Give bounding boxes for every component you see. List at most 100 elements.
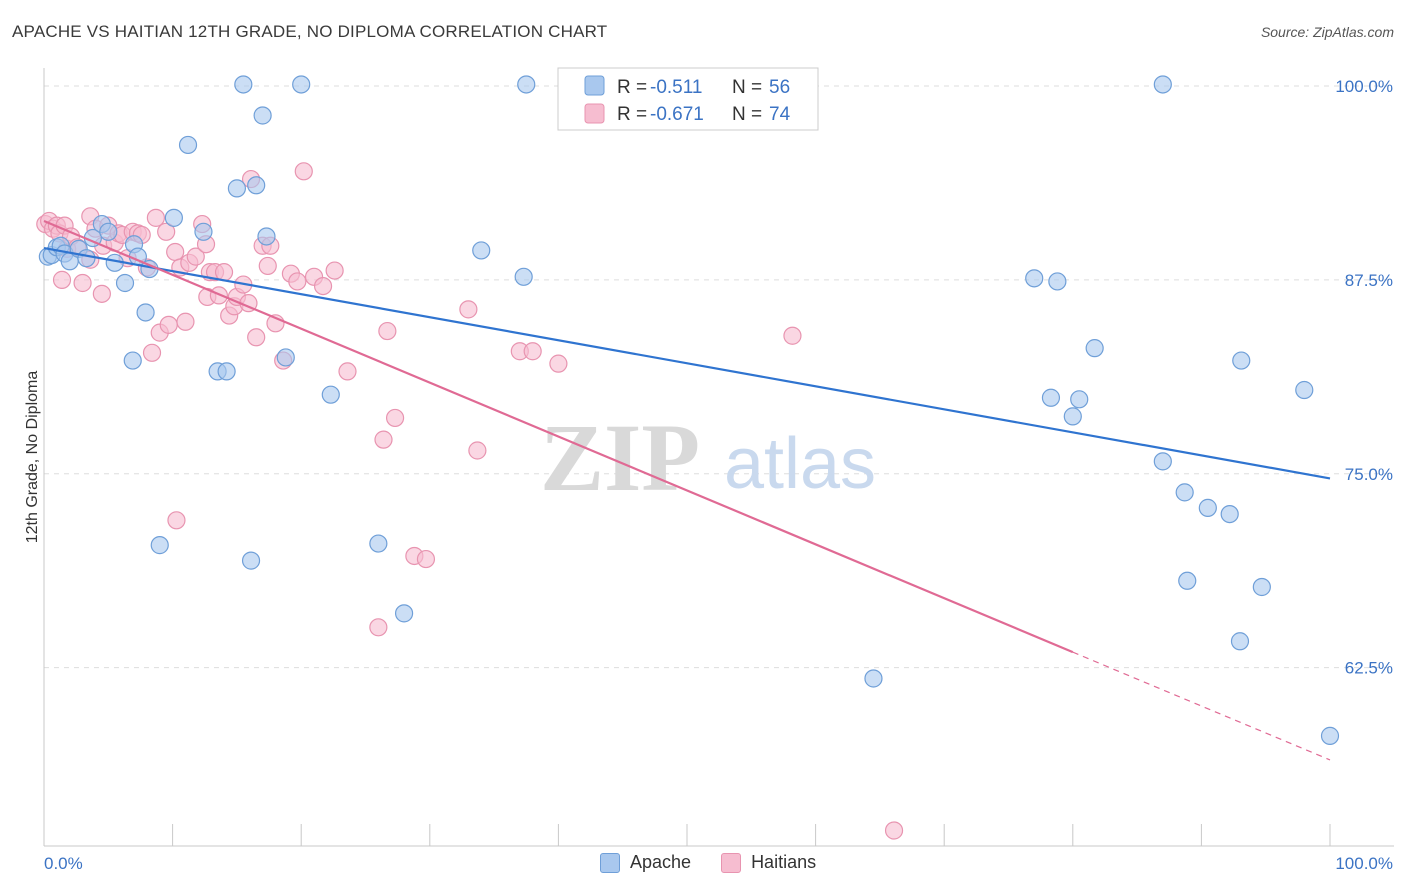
y-tick-label: 62.5% xyxy=(1345,659,1393,678)
apache-point xyxy=(517,75,536,94)
haitians-swatch xyxy=(721,852,742,873)
x-tick-labels: 0.0% 100.0% xyxy=(44,854,1393,873)
haitians-point xyxy=(92,284,111,303)
apache-point xyxy=(292,75,311,94)
legend-item-apache: Apache xyxy=(600,852,691,873)
haitians-point xyxy=(159,315,178,334)
haitians-point xyxy=(325,261,344,280)
watermark-zip: ZIP xyxy=(540,404,700,511)
watermark-atlas: atlas xyxy=(724,424,876,504)
watermark: ZIP atlas xyxy=(540,404,876,511)
apache-point xyxy=(1198,498,1217,517)
apache-point xyxy=(472,241,491,260)
apache-point xyxy=(369,534,388,553)
apache-point xyxy=(136,303,155,322)
haitians-point xyxy=(385,408,405,428)
haitians-point xyxy=(157,222,176,241)
series-apache xyxy=(38,75,1340,745)
haitians-trend-line xyxy=(43,219,1074,654)
haitians-point xyxy=(294,162,313,181)
haitians-point xyxy=(142,343,162,362)
legend-haitians-n-label: N = xyxy=(732,104,762,125)
haitians-point xyxy=(374,430,393,449)
apache-point xyxy=(514,267,533,286)
x-tick-label: 100.0% xyxy=(1335,854,1393,873)
axes xyxy=(43,68,1394,847)
legend-haitians-r-label: R = xyxy=(617,104,647,125)
haitians-point xyxy=(468,441,487,460)
stats-legend: R = -0.511 N = 56 R = -0.671 N = 74 xyxy=(557,67,819,131)
legend-apache-n-value: 56 xyxy=(769,77,790,98)
apache-point xyxy=(1153,452,1172,471)
apache-point xyxy=(1230,632,1250,651)
haitians-point xyxy=(146,208,165,227)
legend-haitians-n-value: 74 xyxy=(769,104,791,125)
apache-point xyxy=(77,249,96,268)
apache-point xyxy=(864,669,883,688)
apache-point xyxy=(1220,504,1239,524)
haitians-point xyxy=(549,354,568,373)
haitians-trend-extension xyxy=(1072,651,1331,761)
haitians-point xyxy=(459,300,478,319)
legend-haitians-swatch xyxy=(584,103,605,124)
haitians-point xyxy=(214,263,234,282)
bottom-legend: Apache Haitians xyxy=(600,852,816,873)
apache-point xyxy=(164,208,183,227)
haitians-point xyxy=(247,328,266,347)
haitians-point xyxy=(167,511,186,530)
legend-apache-swatch xyxy=(584,75,605,96)
apache-point xyxy=(253,106,272,125)
apache-point xyxy=(1085,339,1104,358)
apache-point xyxy=(1295,380,1314,400)
haitians-point xyxy=(313,276,333,296)
apache-point xyxy=(234,75,253,94)
haitians-point xyxy=(783,326,802,345)
apache-point xyxy=(150,536,169,555)
legend-label-apache: Apache xyxy=(630,852,692,872)
apache-point xyxy=(1025,269,1044,288)
apache-point xyxy=(1252,577,1271,597)
apache-point xyxy=(394,604,414,623)
haitians-point xyxy=(338,362,357,381)
haitians-point xyxy=(369,618,388,637)
apache-point xyxy=(123,351,142,370)
apache-point xyxy=(241,551,261,570)
haitians-point xyxy=(884,821,904,840)
series-haitians xyxy=(36,162,904,840)
apache-point xyxy=(1320,726,1340,745)
apache-point xyxy=(99,222,118,241)
y-tick-label: 87.5% xyxy=(1345,271,1393,290)
haitians-point xyxy=(166,242,185,262)
haitians-point xyxy=(52,270,72,289)
legend-apache-r-value: -0.511 xyxy=(650,77,702,98)
apache-point xyxy=(178,135,198,155)
apache-point xyxy=(217,362,236,381)
haitians-point xyxy=(523,342,542,361)
y-axis-title: 12th Grade, No Diploma xyxy=(24,371,41,544)
apache-point xyxy=(1153,75,1172,94)
haitians-point xyxy=(258,256,277,276)
haitians-point xyxy=(73,273,92,293)
apache-point xyxy=(1041,388,1061,407)
apache-trend-line xyxy=(43,247,1331,480)
apache-point xyxy=(1178,571,1197,590)
legend-apache-r-label: R = xyxy=(617,77,647,98)
apache-point xyxy=(1232,351,1251,370)
y-tick-label: 100.0% xyxy=(1335,77,1393,96)
apache-point xyxy=(1063,407,1082,426)
apache-point xyxy=(227,179,246,198)
haitians-point xyxy=(186,247,205,266)
source-label: Source: ZipAtlas.com xyxy=(1260,24,1394,40)
x-tick-label: 0.0% xyxy=(44,854,83,873)
apache-point xyxy=(257,227,276,246)
apache-point xyxy=(247,176,266,195)
apache-point xyxy=(1070,390,1089,409)
legend-haitians-r-value: -0.671 xyxy=(650,104,704,125)
apache-point xyxy=(321,385,340,404)
legend-apache-n-label: N = xyxy=(732,77,762,98)
apache-point xyxy=(276,348,295,367)
apache-swatch xyxy=(600,852,620,873)
trend-lines xyxy=(43,219,1331,761)
chart-title: APACHE VS HAITIAN 12TH GRADE, NO DIPLOMA… xyxy=(12,22,608,41)
